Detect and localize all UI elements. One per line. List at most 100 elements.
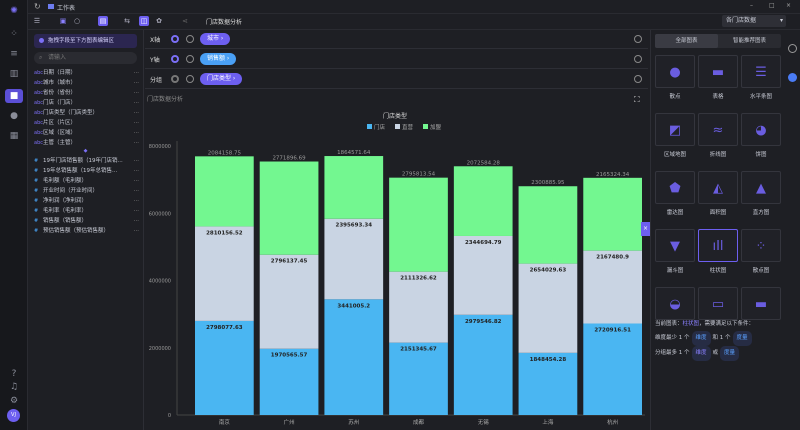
chart-type-option[interactable]: ◒	[655, 287, 695, 320]
chart-type-option[interactable]: ıIl	[698, 229, 738, 262]
clear-icon[interactable]	[634, 75, 642, 83]
field-item[interactable]: abc省份（省份） ···	[28, 88, 143, 98]
field-search-input[interactable]: ⌕ 请输入	[34, 52, 137, 64]
bar-segment[interactable]	[389, 342, 448, 415]
chart-type-option[interactable]: ≈	[698, 113, 738, 146]
field-item[interactable]: abc区域（区域） ···	[28, 128, 143, 138]
more-icon[interactable]: ···	[133, 130, 139, 136]
chart-type-option[interactable]: ◩	[655, 113, 695, 146]
help-icon[interactable]: ?	[11, 369, 17, 379]
field-item[interactable]: # 净利润（净利润） ···	[28, 196, 143, 206]
field-item[interactable]: abc日期（日期） ···	[28, 68, 143, 78]
breadcrumb[interactable]: 工作表	[57, 5, 76, 12]
maximize-icon[interactable]: □	[769, 2, 775, 9]
chart-type-option[interactable]: ◕	[741, 113, 781, 146]
bar-segment[interactable]	[195, 320, 254, 415]
more-icon[interactable]: ···	[133, 158, 139, 164]
group-field-pill[interactable]: 门店类型 ›	[200, 73, 243, 85]
database-icon[interactable]: ≡	[10, 49, 18, 59]
field-item[interactable]: # 开业时间（开业时间） ···	[28, 186, 143, 196]
bell-icon[interactable]: ♫	[9, 382, 19, 392]
clear-icon[interactable]	[634, 35, 642, 43]
bar-segment[interactable]	[453, 314, 513, 415]
bar-segment[interactable]	[389, 271, 448, 343]
field-item[interactable]: abc门店类型（门店类型） ···	[28, 108, 143, 118]
bar-segment[interactable]	[195, 226, 254, 321]
chart-type-option[interactable]: ◭	[698, 171, 738, 204]
fullscreen-icon[interactable]: ⛶	[634, 95, 640, 104]
more-icon[interactable]: ···	[133, 110, 139, 116]
chart-type-option[interactable]: ▲	[741, 171, 781, 204]
table-icon[interactable]: ▦	[9, 131, 19, 141]
more-icon[interactable]: ···	[133, 218, 139, 224]
bar-segment[interactable]	[195, 156, 254, 227]
avatar[interactable]: VJ	[7, 409, 20, 422]
close-icon[interactable]: ×	[786, 2, 792, 9]
settings-icon[interactable]: ✿	[156, 17, 162, 25]
bar-segment[interactable]	[389, 177, 448, 272]
more-icon[interactable]: ···	[133, 140, 139, 146]
more-icon[interactable]: ···	[133, 208, 139, 214]
list-icon[interactable]: ☰	[33, 17, 41, 25]
bar-segment[interactable]	[259, 254, 319, 349]
bar-segment[interactable]	[583, 323, 642, 415]
more-icon[interactable]: ···	[133, 228, 139, 234]
more-icon[interactable]: ···	[133, 70, 139, 76]
dataset-select[interactable]: 各门店数据 ▾	[722, 15, 786, 27]
tab-all-charts[interactable]: 全部图表	[655, 34, 718, 48]
chart-type-option[interactable]: ⬟	[655, 171, 695, 204]
chart-type-option[interactable]: ▬	[741, 287, 781, 320]
refresh-icon[interactable]: ↻	[34, 2, 41, 11]
info-icon[interactable]	[788, 44, 797, 53]
bar-segment[interactable]	[259, 161, 319, 255]
bar-segment[interactable]	[453, 166, 513, 236]
field-item[interactable]: abc片区（片区） ···	[28, 118, 143, 128]
layout-icon[interactable]: ▤	[98, 16, 108, 26]
bar-segment[interactable]	[518, 263, 578, 353]
more-icon[interactable]: ···	[133, 168, 139, 174]
y-axis-field-pill[interactable]: 销售额 ›	[200, 53, 237, 65]
more-icon[interactable]: ···	[133, 100, 139, 106]
bar-segment[interactable]	[453, 235, 513, 315]
chart-type-option[interactable]: ▼	[655, 229, 695, 262]
bar-segment[interactable]	[324, 156, 384, 219]
info-icon[interactable]	[186, 55, 194, 63]
chart-type-option[interactable]: ●	[655, 55, 695, 88]
minimize-icon[interactable]: –	[750, 2, 753, 9]
more-icon[interactable]: ···	[133, 178, 139, 184]
save-icon[interactable]: ▣	[59, 17, 67, 25]
gear-icon[interactable]	[171, 75, 179, 83]
field-item[interactable]: abc主管（主管） ···	[28, 138, 143, 148]
more-icon[interactable]: ···	[133, 120, 139, 126]
clear-icon[interactable]	[634, 55, 642, 63]
field-item[interactable]: # 毛利额（毛利额） ···	[28, 176, 143, 186]
field-item[interactable]: #19年总销售额（19年总销售... ···	[28, 166, 143, 176]
more-icon[interactable]: ···	[133, 90, 139, 96]
bar-segment[interactable]	[518, 352, 578, 415]
bar-segment[interactable]	[324, 218, 384, 300]
refresh-icon[interactable]: ○	[73, 17, 81, 25]
bar-segment[interactable]	[259, 348, 319, 415]
chat-icon[interactable]: ●	[10, 111, 18, 121]
gear-icon[interactable]: ⚙	[9, 396, 19, 406]
filter-icon[interactable]: ⇆	[124, 17, 130, 25]
field-item[interactable]: # 销售额（销售额） ···	[28, 216, 143, 226]
field-item[interactable]: abc门店（门店） ···	[28, 98, 143, 108]
chart-settings-icon[interactable]	[788, 73, 797, 82]
tab-recommended-charts[interactable]: 智能推荐图表	[732, 38, 766, 44]
more-icon[interactable]: ···	[133, 80, 139, 86]
apps-icon[interactable]: ⁘	[10, 29, 18, 39]
bar-segment[interactable]	[583, 250, 642, 324]
bar-segment[interactable]	[324, 299, 384, 415]
x-axis-field-pill[interactable]: 城市 ›	[200, 33, 231, 45]
more-icon[interactable]: ···	[133, 188, 139, 194]
field-item[interactable]: abc城市（城市） ···	[28, 78, 143, 88]
dashboard-icon[interactable]: ▥	[9, 69, 19, 79]
info-icon[interactable]	[186, 35, 194, 43]
field-item[interactable]: #19年门店销售额（19年门店销... ···	[28, 156, 143, 166]
more-icon[interactable]: ···	[133, 198, 139, 204]
gear-icon[interactable]	[171, 35, 179, 43]
chart-icon[interactable]: ◫	[139, 16, 149, 26]
chart-type-option[interactable]: ▬	[698, 55, 738, 88]
bar-segment[interactable]	[518, 186, 578, 264]
